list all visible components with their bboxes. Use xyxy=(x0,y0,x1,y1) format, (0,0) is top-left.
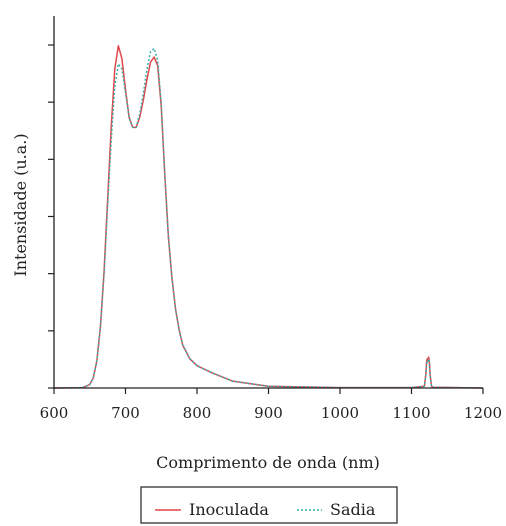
legend: Inoculada Sadia xyxy=(140,486,398,524)
x-tick-label: 1000 xyxy=(321,404,359,422)
series-line-inoculada xyxy=(53,44,484,389)
x-tick-label: 1200 xyxy=(464,404,502,422)
series-line-sadia xyxy=(53,47,484,389)
x-tick-label: 900 xyxy=(254,404,283,422)
legend-label-inoculada: Inoculada xyxy=(189,500,269,519)
x-tick-label: 1100 xyxy=(392,404,430,422)
plot-lines xyxy=(53,44,484,389)
x-ticks: 600 700 800 900 1000 1100 1200 xyxy=(40,388,502,422)
y-axis-title: Intensidade (u.a.) xyxy=(11,133,30,276)
axes xyxy=(53,16,483,389)
x-axis-title: Comprimento de onda (nm) xyxy=(156,453,380,472)
x-tick-label: 700 xyxy=(111,404,140,422)
legend-box xyxy=(140,486,398,524)
legend-label-sadia: Sadia xyxy=(330,500,376,519)
x-tick-label: 600 xyxy=(40,404,69,422)
x-tick-label: 800 xyxy=(183,404,212,422)
y-ticks xyxy=(48,44,54,389)
